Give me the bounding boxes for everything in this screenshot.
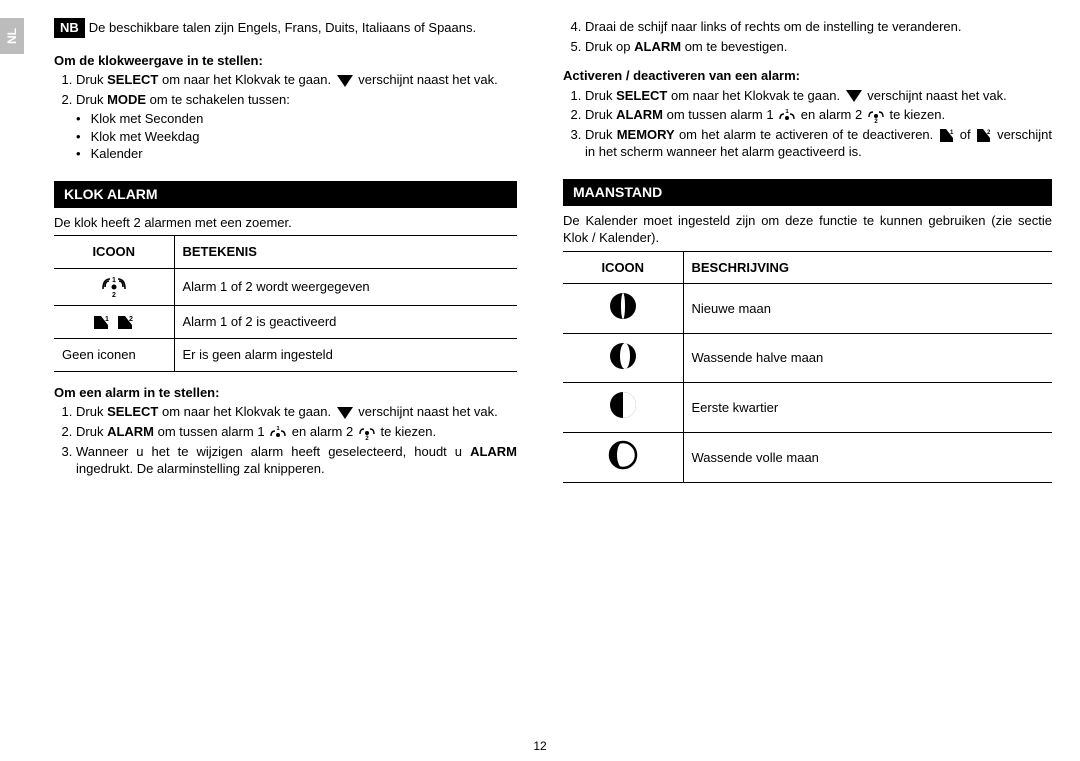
list-item: Kalender bbox=[76, 145, 517, 163]
list-item: Druk op ALARM om te bevestigen. bbox=[585, 38, 1052, 56]
triangle-down-icon bbox=[337, 407, 353, 419]
alarm2-icon: 2 bbox=[357, 426, 377, 440]
moon-waxing-gibbous-icon bbox=[563, 433, 683, 483]
svg-text:1: 1 bbox=[276, 426, 280, 432]
flag1-icon: 1 bbox=[938, 127, 956, 143]
table-row: Eerste kwartier bbox=[563, 383, 1052, 433]
table-cell: Nieuwe maan bbox=[683, 284, 1052, 334]
list-item: Druk SELECT om naar het Klokvak te gaan.… bbox=[76, 71, 517, 89]
page-number: 12 bbox=[0, 739, 1080, 753]
moon-first-quarter-icon bbox=[563, 383, 683, 433]
subhead-activate-alarm: Activeren / deactiveren van een alarm: bbox=[563, 67, 1052, 85]
list-item: Klok met Weekdag bbox=[76, 128, 517, 146]
maanstand-intro: De Kalender moet ingesteld zijn om deze … bbox=[563, 212, 1052, 247]
alarm1-icon: 1 bbox=[268, 426, 288, 440]
table-row: Wassende volle maan bbox=[563, 433, 1052, 483]
flag2-icon: 2 bbox=[975, 127, 993, 143]
table-cell: Alarm 1 of 2 wordt weergegeven bbox=[174, 268, 517, 305]
list-item: Druk ALARM om tussen alarm 1 1 en alarm … bbox=[76, 423, 517, 441]
triangle-down-icon bbox=[337, 75, 353, 87]
table-row: Wassende halve maan bbox=[563, 333, 1052, 383]
subhead-set-alarm: Om een alarm in te stellen: bbox=[54, 384, 517, 402]
table-cell: Wassende halve maan bbox=[683, 333, 1052, 383]
table-cell: Wassende volle maan bbox=[683, 433, 1052, 483]
alarm2-icon: 2 bbox=[866, 109, 886, 123]
table-cell: Geen iconen bbox=[54, 339, 174, 372]
activate-alarm-list: Druk SELECT om naar het Klokvak te gaan.… bbox=[563, 87, 1052, 161]
nb-text: De beschikbare talen zijn Engels, Frans,… bbox=[89, 20, 476, 35]
alarm1-icon: 1 bbox=[777, 109, 797, 123]
alarm-active-icon: 1 2 bbox=[54, 305, 174, 339]
table-cell: Alarm 1 of 2 is geactiveerd bbox=[174, 305, 517, 339]
svg-text:1: 1 bbox=[112, 277, 116, 284]
svg-text:1: 1 bbox=[785, 109, 789, 115]
language-tab: NL bbox=[0, 18, 24, 54]
svg-text:1: 1 bbox=[105, 316, 109, 323]
list-item: Druk MODE om te schakelen tussen: bbox=[76, 91, 517, 109]
icon-meaning-table: ICOON BETEKENIS 1 2 Alarm 1 of 2 wordt w… bbox=[54, 235, 517, 372]
table-cell: Er is geen alarm ingesteld bbox=[174, 339, 517, 372]
clock-display-list: Druk SELECT om naar het Klokvak te gaan.… bbox=[54, 71, 517, 108]
moon-phase-table: ICOON BESCHRIJVING Nieuwe maan Wassende … bbox=[563, 251, 1052, 483]
list-item: Druk ALARM om tussen alarm 1 1 en alarm … bbox=[585, 106, 1052, 124]
svg-text:2: 2 bbox=[112, 292, 116, 298]
table-header: ICOON bbox=[54, 236, 174, 269]
svg-text:2: 2 bbox=[365, 436, 369, 440]
list-item: Draai de schijf naar links of rechts om … bbox=[585, 18, 1052, 36]
table-row: Nieuwe maan bbox=[563, 284, 1052, 334]
table-cell: Eerste kwartier bbox=[683, 383, 1052, 433]
triangle-down-icon bbox=[846, 90, 862, 102]
moon-waxing-crescent-icon bbox=[563, 333, 683, 383]
svg-text:2: 2 bbox=[129, 316, 133, 323]
nb-badge: NB bbox=[54, 18, 85, 38]
list-item: Druk SELECT om naar het Klokvak te gaan.… bbox=[76, 403, 517, 421]
table-row: 1 2 Alarm 1 of 2 wordt weergegeven bbox=[54, 268, 517, 305]
svg-text:1: 1 bbox=[950, 130, 954, 136]
nb-paragraph: NB De beschikbare talen zijn Engels, Fran… bbox=[54, 18, 517, 38]
subhead-clock-display: Om de klokweergave in te stellen: bbox=[54, 52, 517, 70]
section-klok-alarm: KLOK ALARM bbox=[54, 181, 517, 208]
list-item: Wanneer u het te wijzigen alarm heeft ge… bbox=[76, 443, 517, 478]
svg-text:2: 2 bbox=[874, 119, 878, 123]
klok-alarm-intro: De klok heeft 2 alarmen met een zoemer. bbox=[54, 214, 517, 232]
set-alarm-list: Druk SELECT om naar het Klokvak te gaan.… bbox=[54, 403, 517, 477]
section-maanstand: MAANSTAND bbox=[563, 179, 1052, 206]
set-alarm-list-cont: Draai de schijf naar links of rechts om … bbox=[563, 18, 1052, 55]
table-row: 1 2 Alarm 1 of 2 is geactiveerd bbox=[54, 305, 517, 339]
alarm-displayed-icon: 1 2 bbox=[54, 268, 174, 305]
table-header: BETEKENIS bbox=[174, 236, 517, 269]
table-header: BESCHRIJVING bbox=[683, 251, 1052, 284]
svg-text:2: 2 bbox=[987, 130, 991, 136]
list-item: Druk MEMORY om het alarm te activeren of… bbox=[585, 126, 1052, 161]
table-header: ICOON bbox=[563, 251, 683, 284]
moon-new-icon bbox=[563, 284, 683, 334]
list-item: Klok met Seconden bbox=[76, 110, 517, 128]
clock-options: Klok met Seconden Klok met Weekdag Kalen… bbox=[54, 110, 517, 163]
list-item: Druk SELECT om naar het Klokvak te gaan.… bbox=[585, 87, 1052, 105]
table-row: Geen iconen Er is geen alarm ingesteld bbox=[54, 339, 517, 372]
